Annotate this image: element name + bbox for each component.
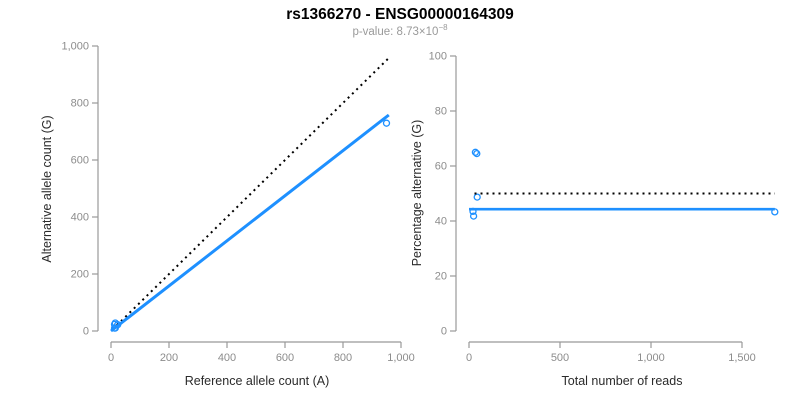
data-point — [382, 119, 391, 127]
data-point — [473, 193, 481, 201]
x-tick-label: 0 — [466, 352, 472, 364]
y-tick-label: 200 — [71, 269, 89, 281]
right-y-axis-label: Percentage alternative (G) — [410, 119, 424, 267]
x-tick-label: 800 — [334, 352, 352, 364]
figure-title: rs1366270 - ENSG00000164309 — [286, 6, 514, 23]
figure-subtitle: p-value: 8.73×10−8 — [0, 23, 800, 38]
x-tick-label: 600 — [276, 352, 294, 364]
y-tick-label: 80 — [435, 106, 447, 118]
x-tick-label: 1,000 — [387, 352, 415, 364]
x-tick-label: 1,500 — [728, 352, 756, 364]
pvalue-text: p-value: 8.73×10 — [352, 25, 439, 38]
y-tick-label: 800 — [71, 98, 89, 110]
right-x-axis-label: Total number of reads — [561, 374, 683, 388]
y-tick-label: 1,000 — [61, 41, 89, 53]
y-tick-label: 40 — [435, 216, 447, 228]
identity-line — [111, 56, 391, 331]
y-tick-label: 60 — [435, 161, 447, 173]
left-x-axis-label: Reference allele count (A) — [184, 374, 330, 388]
data-point — [471, 148, 480, 156]
x-tick-label: 0 — [108, 352, 114, 364]
y-tick-label: 20 — [435, 271, 447, 283]
data-point — [473, 149, 481, 158]
y-tick-label: 100 — [429, 51, 447, 63]
pvalue-exponent: −8 — [438, 23, 448, 32]
x-tick-label: 400 — [218, 352, 236, 364]
x-tick-label: 200 — [160, 352, 178, 364]
y-tick-label: 0 — [83, 326, 89, 338]
fit-line — [110, 113, 390, 333]
y-tick-label: 600 — [71, 155, 89, 167]
y-tick-label: 0 — [441, 326, 447, 338]
x-tick-label: 1,000 — [637, 352, 665, 364]
left-y-axis-label: Alternative allele count (G) — [40, 115, 54, 263]
x-tick-label: 500 — [551, 352, 569, 364]
data-point — [469, 212, 478, 220]
y-tick-label: 400 — [71, 212, 89, 224]
